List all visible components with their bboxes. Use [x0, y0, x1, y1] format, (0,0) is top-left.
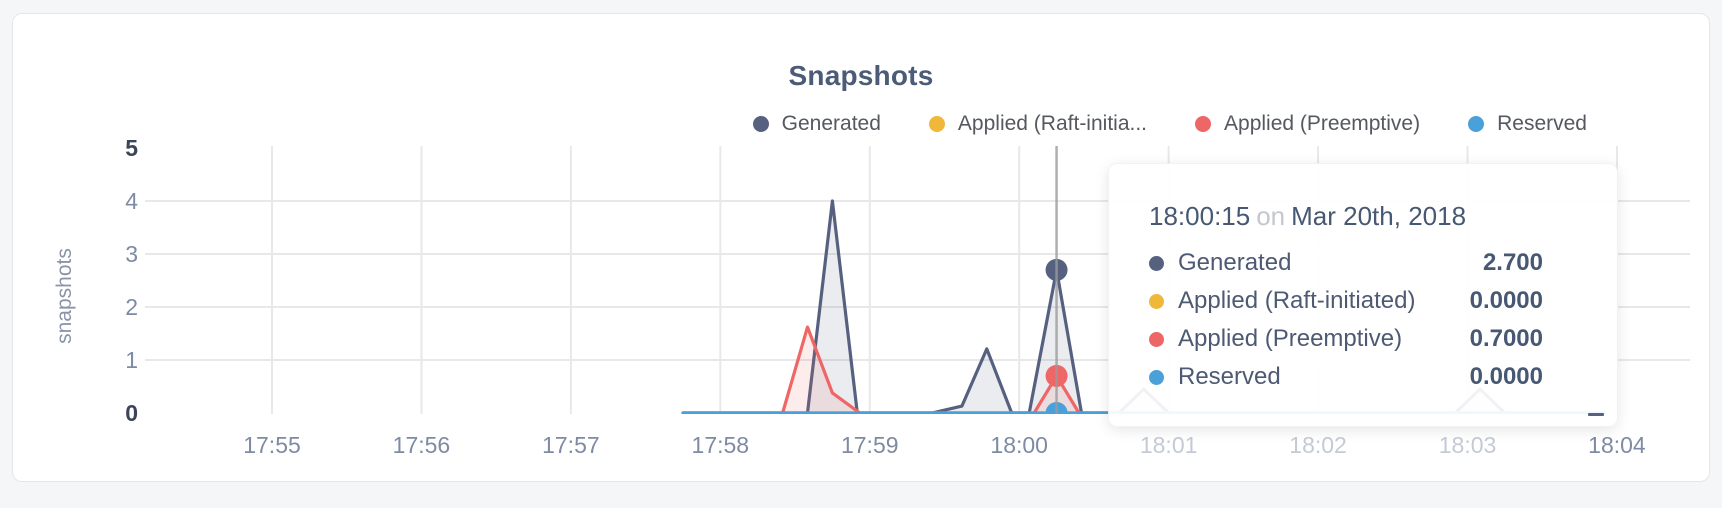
- legend-dot-icon: [1195, 116, 1212, 132]
- chart-tooltip: 18:00:15 on Mar 20th, 2018 Generated 2.700 A…: [1108, 163, 1618, 427]
- tooltip-time: 18:00:15: [1149, 201, 1251, 231]
- tooltip-conjunction: on: [1256, 201, 1286, 231]
- y-tick-label: 0: [125, 400, 138, 426]
- legend-item-applied-preemptive[interactable]: Applied (Preemptive): [1195, 112, 1420, 136]
- x-tick-label: 18:02: [1289, 432, 1347, 458]
- legend-item-label: Generated: [781, 112, 881, 135]
- chart-title: Snapshots: [788, 60, 934, 91]
- line-end-dash: [1588, 413, 1604, 416]
- tooltip-rows: Generated 2.700 Applied (Raft-initiated) 0.…: [1149, 244, 1543, 396]
- tooltip-series-value: 0.7000: [1469, 325, 1543, 352]
- y-tick-label: 1: [125, 347, 138, 373]
- tooltip-row: Applied (Preemptive) 0.7000: [1149, 320, 1543, 358]
- x-tick-label: 17:58: [691, 432, 750, 458]
- legend-dot-icon: [752, 116, 769, 132]
- x-tick-label: 18:03: [1438, 432, 1497, 458]
- legend-item-reserved[interactable]: Reserved: [1468, 112, 1587, 136]
- x-tick-label: 18:00: [990, 432, 1048, 458]
- tooltip-series-dot-icon: [1149, 293, 1164, 309]
- legend-item-applied-raft-initia[interactable]: Applied (Raft-initia...: [928, 112, 1148, 136]
- tooltip-row: Generated 2.700: [1149, 244, 1543, 282]
- x-tick-label: 17:55: [243, 432, 301, 458]
- tooltip-series-dot-icon: [1149, 369, 1164, 385]
- tooltip-series-dot-icon: [1149, 331, 1164, 347]
- tooltip-header: 18:00:15 on Mar 20th, 2018: [1149, 200, 1543, 232]
- y-tick-label: 5: [125, 135, 138, 161]
- x-tick-label: 18:01: [1139, 432, 1198, 458]
- tooltip-series-label: Reserved: [1178, 363, 1281, 390]
- x-tick-label: 17:57: [542, 432, 600, 458]
- legend-item-label: Applied (Preemptive): [1224, 112, 1421, 135]
- x-tick-label: 17:56: [392, 432, 451, 458]
- tooltip-series-label: Applied (Raft-initiated): [1178, 287, 1416, 314]
- x-tick-label: 17:59: [840, 432, 899, 458]
- tooltip-date: Mar 20th, 2018: [1291, 201, 1467, 231]
- tooltip-series-dot-icon: [1149, 255, 1164, 271]
- tooltip-series-value: 0.0000: [1469, 287, 1543, 314]
- legend-dot-icon: [928, 116, 945, 132]
- tooltip-series-label: Generated: [1178, 249, 1292, 276]
- y-tick-label: 2: [125, 294, 138, 320]
- x-tick-label: 18:04: [1588, 432, 1646, 458]
- chart-legend: Generated Applied (Raft-initia... Applied …: [752, 110, 1587, 138]
- tooltip-row: Applied (Raft-initiated) 0.0000: [1149, 282, 1543, 320]
- tooltip-series-value: 0.0000: [1469, 363, 1543, 390]
- legend-item-label: Reserved: [1497, 112, 1587, 135]
- legend-item-generated[interactable]: Generated: [752, 112, 881, 136]
- legend-dot-icon: [1468, 116, 1485, 132]
- y-tick-label: 4: [125, 188, 138, 214]
- tooltip-series-label: Applied (Preemptive): [1178, 325, 1403, 352]
- y-tick-label: 3: [125, 241, 138, 267]
- tooltip-series-value: 2.700: [1482, 249, 1543, 276]
- legend-item-label: Applied (Raft-initia...: [957, 112, 1148, 135]
- tooltip-row: Reserved 0.0000: [1149, 358, 1543, 396]
